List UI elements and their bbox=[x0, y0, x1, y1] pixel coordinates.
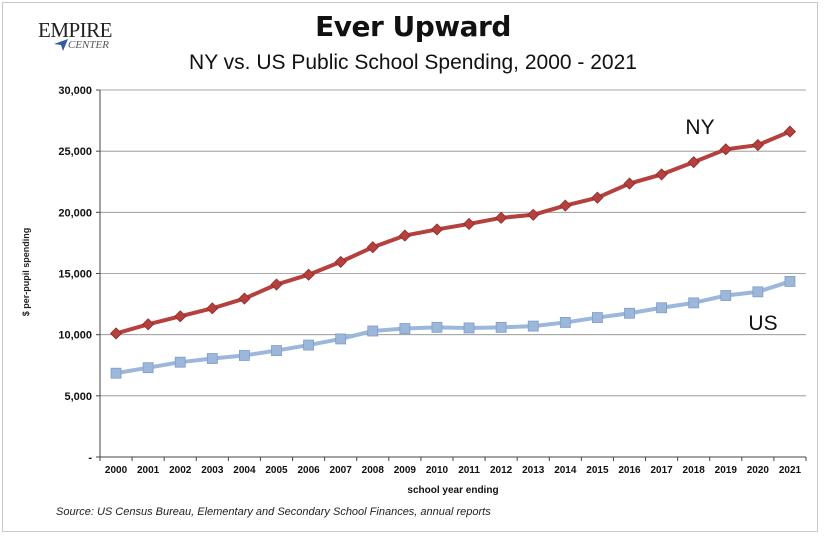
x-tick-label-2011: 2011 bbox=[458, 465, 480, 476]
x-tick-label-2016: 2016 bbox=[618, 465, 641, 476]
x-tick-label-2002: 2002 bbox=[169, 465, 192, 476]
point-ny-2005 bbox=[270, 278, 283, 291]
x-tick-label-2009: 2009 bbox=[394, 465, 417, 476]
y-tick-label-30000: 30,000 bbox=[58, 85, 92, 97]
point-us-2017 bbox=[656, 302, 667, 314]
point-us-2002 bbox=[174, 356, 186, 368]
series-layer bbox=[109, 125, 797, 379]
point-ny-2021 bbox=[783, 125, 797, 138]
point-ny-2007 bbox=[334, 255, 347, 268]
x-tick-label-2006: 2006 bbox=[297, 465, 320, 476]
point-us-2019 bbox=[720, 290, 732, 301]
x-tick-label-2021: 2021 bbox=[779, 465, 802, 476]
series-label-ny: NY bbox=[685, 116, 714, 139]
x-tick-label-2010: 2010 bbox=[426, 465, 449, 476]
x-tick-label-2005: 2005 bbox=[265, 465, 288, 476]
series-line-ny bbox=[115, 129, 791, 336]
point-us-2000 bbox=[110, 367, 122, 379]
series-labels: NY US bbox=[685, 116, 777, 335]
logo-text-top: EMPIRE bbox=[38, 18, 113, 42]
x-tick-label-2000: 2000 bbox=[105, 465, 128, 476]
point-us-2015 bbox=[592, 312, 603, 323]
point-us-2004 bbox=[239, 350, 250, 361]
point-us-2009 bbox=[399, 323, 411, 334]
point-us-2011 bbox=[463, 322, 475, 334]
y-tick-labels: - 5,000 10,000 15,000 20,000 25,000 30,000 bbox=[58, 85, 92, 464]
point-us-2007 bbox=[335, 333, 347, 345]
x-axis-label: school year ending bbox=[407, 485, 499, 496]
y-tick-label-20000: 20,000 bbox=[58, 207, 92, 219]
point-us-2016 bbox=[624, 307, 635, 319]
point-ny-2002 bbox=[174, 310, 187, 323]
chart-frame bbox=[2, 2, 818, 532]
point-ny-2017 bbox=[655, 168, 668, 181]
gridlines bbox=[100, 89, 806, 397]
point-ny-2018 bbox=[687, 156, 700, 169]
x-tick-label-2020: 2020 bbox=[747, 465, 770, 476]
x-tick-label-2018: 2018 bbox=[683, 465, 706, 476]
source-note: Source: US Census Bureau, Elementary and… bbox=[56, 506, 491, 518]
axes bbox=[96, 89, 807, 461]
point-ny-2013 bbox=[527, 208, 540, 221]
point-us-2021 bbox=[784, 276, 796, 287]
point-us-2012 bbox=[495, 321, 507, 333]
point-us-2005 bbox=[271, 345, 282, 356]
series-line-us bbox=[115, 279, 791, 376]
point-ny-2000 bbox=[109, 327, 123, 340]
point-ny-2010 bbox=[430, 223, 444, 236]
y-tick-label-15000: 15,000 bbox=[58, 269, 92, 281]
empire-center-logo: EMPIRE CENTER bbox=[38, 18, 118, 58]
x-tick-label-2014: 2014 bbox=[554, 465, 577, 476]
chart-subtitle: NY vs. US Public School Spending, 2000 -… bbox=[189, 51, 637, 74]
y-tick-label-25000: 25,000 bbox=[58, 146, 92, 158]
point-ny-2011 bbox=[462, 217, 476, 231]
y-tick-label-0: - bbox=[88, 452, 92, 464]
point-us-2013 bbox=[527, 320, 539, 332]
x-tick-label-2013: 2013 bbox=[522, 465, 545, 476]
x-tick-label-2003: 2003 bbox=[201, 465, 224, 476]
point-ny-2019 bbox=[719, 143, 732, 156]
point-us-2020 bbox=[752, 286, 764, 298]
x-tick-label-2001: 2001 bbox=[137, 465, 160, 476]
series-label-us: US bbox=[748, 312, 777, 335]
point-ny-2020 bbox=[751, 138, 764, 152]
point-us-2006 bbox=[303, 339, 314, 351]
point-ny-2008 bbox=[366, 241, 379, 254]
logo-text-bottom: CENTER bbox=[68, 39, 109, 51]
x-tick-label-2015: 2015 bbox=[586, 465, 609, 476]
point-us-2018 bbox=[688, 297, 700, 309]
point-us-2010 bbox=[431, 321, 443, 333]
point-ny-2004 bbox=[238, 292, 251, 305]
point-ny-2015 bbox=[591, 191, 604, 204]
point-ny-2014 bbox=[559, 199, 572, 212]
point-us-2008 bbox=[367, 325, 379, 337]
x-tick-label-2019: 2019 bbox=[715, 465, 738, 476]
point-ny-2012 bbox=[495, 211, 508, 224]
point-ny-2016 bbox=[623, 177, 636, 190]
x-tick-label-2012: 2012 bbox=[490, 465, 513, 476]
point-ny-2006 bbox=[302, 268, 315, 281]
x-tick-labels: 2000 2001 2002 2003 2004 2005 2006 2007 2008 2009… bbox=[105, 465, 802, 476]
chart-title: Ever Upward bbox=[315, 10, 511, 43]
x-tick-label-2007: 2007 bbox=[330, 465, 353, 476]
point-ny-2001 bbox=[142, 318, 155, 331]
logo-star-icon bbox=[54, 39, 68, 51]
x-tick-label-2008: 2008 bbox=[362, 465, 385, 476]
y-tick-label-5000: 5,000 bbox=[64, 391, 92, 403]
x-tick-label-2017: 2017 bbox=[650, 465, 673, 476]
x-tick-label-2004: 2004 bbox=[233, 465, 256, 476]
point-us-2003 bbox=[206, 353, 218, 364]
point-us-2014 bbox=[559, 317, 571, 328]
y-tick-label-10000: 10,000 bbox=[58, 330, 92, 342]
point-us-2001 bbox=[142, 362, 154, 374]
point-ny-2003 bbox=[206, 302, 219, 315]
point-ny-2009 bbox=[398, 229, 411, 242]
